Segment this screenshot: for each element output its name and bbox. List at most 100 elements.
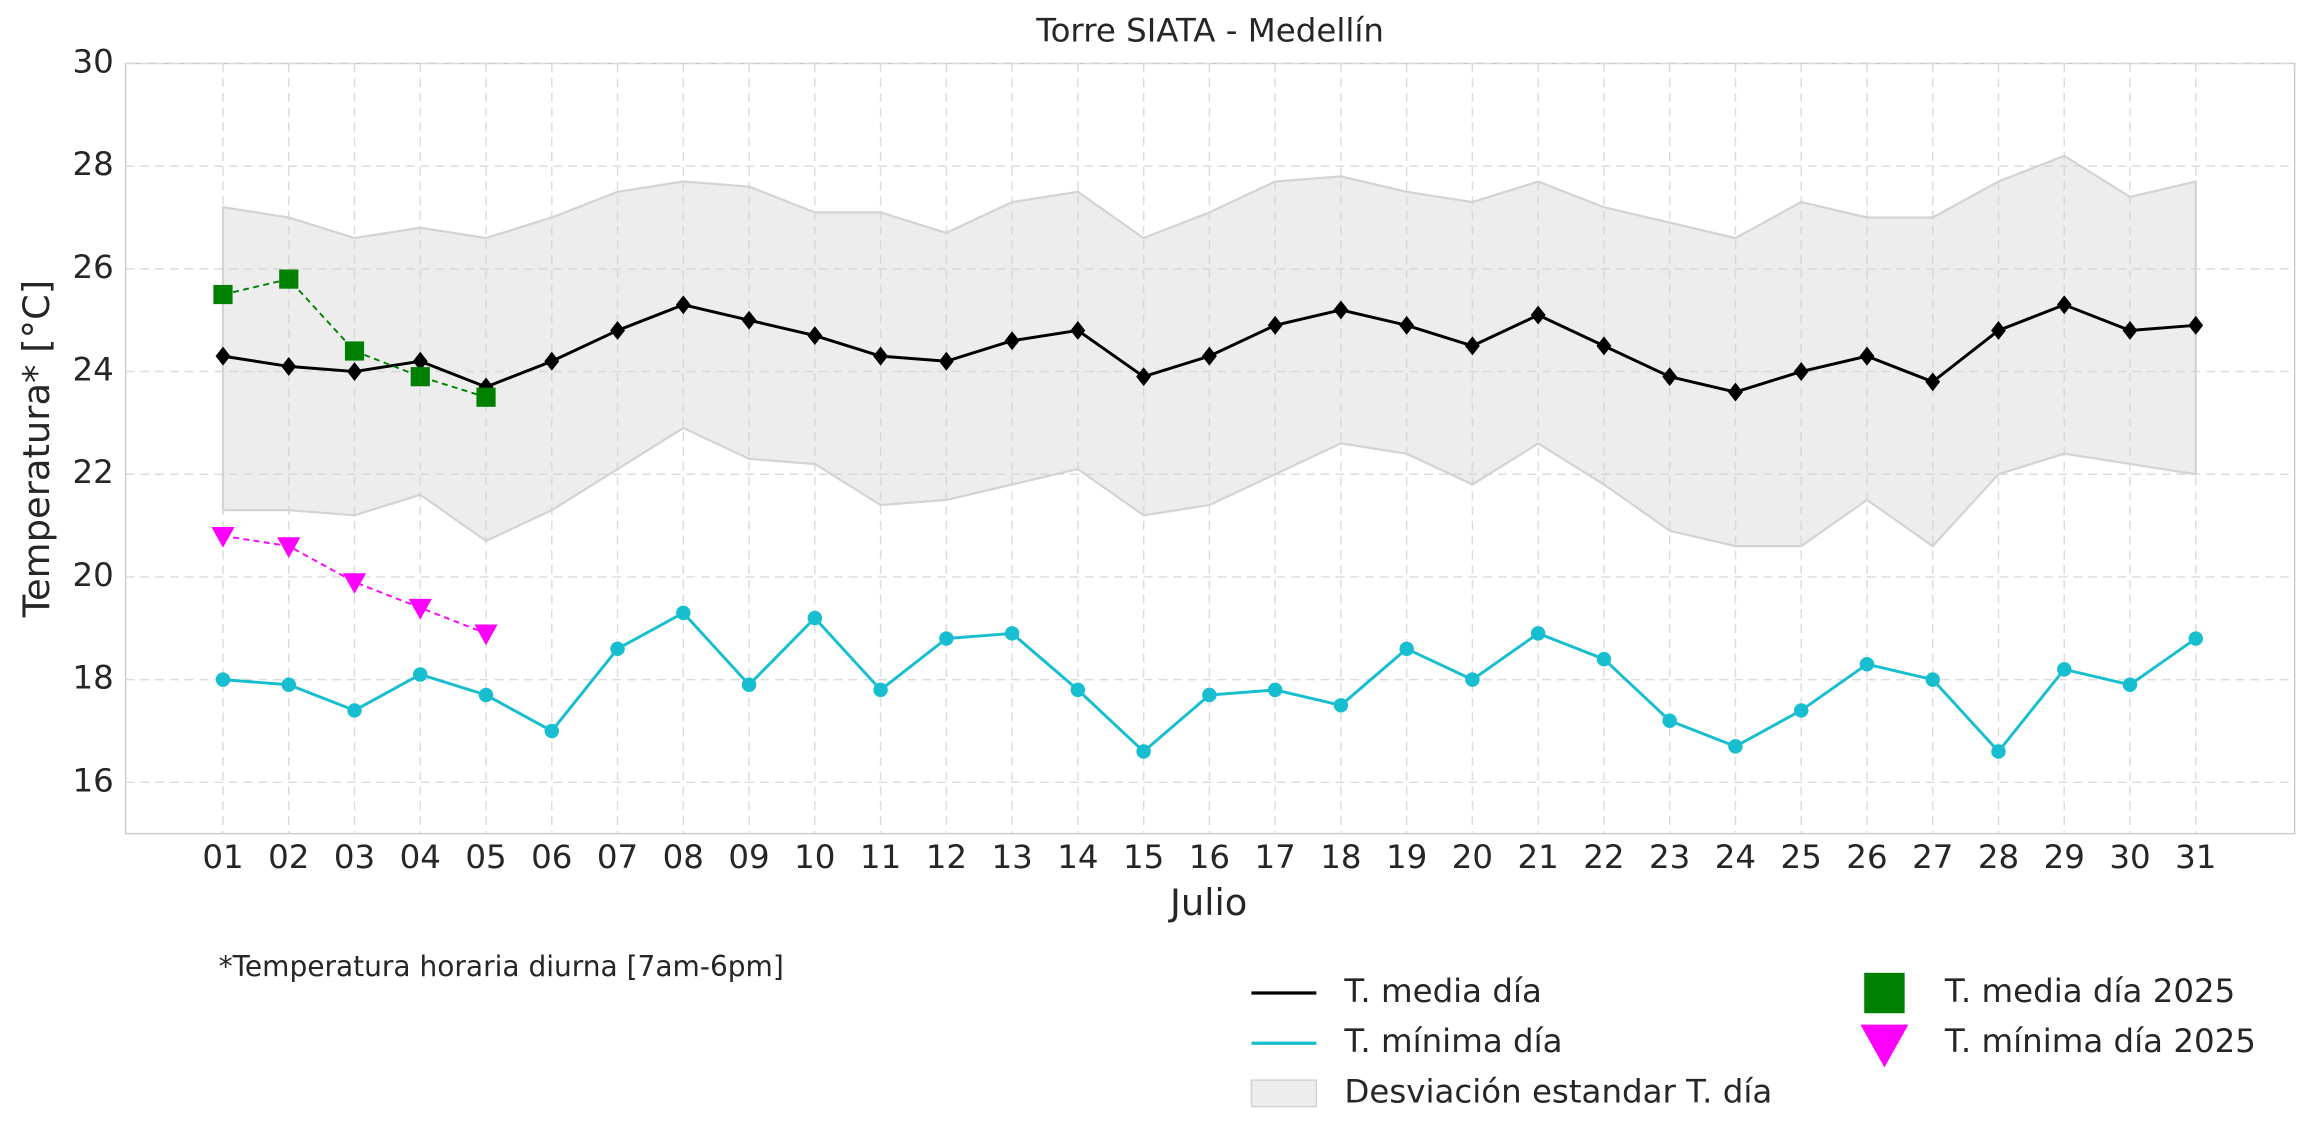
legend-label: Desviación estandar T. día	[1344, 1072, 1772, 1110]
x-tick-label: 08	[663, 838, 704, 876]
data-point	[675, 295, 691, 315]
data-point	[1596, 336, 1612, 356]
data-point	[279, 269, 299, 289]
x-tick-label: 31	[2175, 838, 2216, 876]
data-point	[1859, 346, 1875, 366]
annotation: *Temperatura horaria diurna [7am-6pm]	[219, 950, 784, 983]
data-point	[1333, 698, 1349, 713]
data-point	[347, 362, 362, 381]
data-point	[215, 672, 231, 687]
data-point	[610, 320, 625, 340]
data-point	[215, 346, 231, 366]
data-point	[478, 687, 494, 703]
data-point	[1004, 331, 1020, 351]
data-point	[807, 326, 823, 346]
data-point	[873, 682, 888, 698]
x-tick-label: 03	[334, 838, 375, 876]
data-point	[1662, 367, 1678, 387]
data-point	[277, 537, 301, 558]
x-tick-label: 23	[1649, 838, 1690, 876]
data-point	[1267, 315, 1283, 335]
data-point	[1399, 315, 1415, 335]
data-point	[1859, 656, 1875, 672]
data-point	[1399, 641, 1414, 657]
series-line	[222, 278, 487, 399]
x-tick-label: 01	[202, 838, 243, 876]
data-point	[807, 610, 823, 626]
data-point	[1925, 372, 1941, 392]
data-point	[1728, 739, 1743, 754]
data-point	[676, 605, 691, 621]
y-tick-label: 24	[73, 351, 114, 389]
x-tick-label: 14	[1057, 838, 1098, 876]
x-tick-label: 20	[1452, 838, 1493, 876]
y-tick-label: 30	[73, 42, 114, 80]
series-line	[222, 534, 487, 635]
data-point	[1136, 744, 1151, 759]
x-tick-label: 15	[1123, 838, 1164, 876]
data-point	[281, 677, 296, 692]
legend-swatch	[1250, 1079, 1318, 1108]
data-point	[1991, 744, 2006, 759]
data-point	[281, 356, 297, 376]
x-tick-label: 12	[926, 838, 967, 876]
data-point	[1070, 320, 1086, 340]
x-tick-label: 19	[1386, 838, 1427, 876]
data-point	[474, 624, 498, 646]
x-tick-label: 11	[860, 838, 901, 876]
data-point	[1267, 682, 1283, 698]
data-point	[213, 284, 233, 305]
x-tick-label: 16	[1189, 838, 1230, 876]
data-point	[1793, 703, 1809, 718]
y-tick-label: 18	[73, 659, 114, 697]
data-point	[873, 346, 889, 366]
x-tick-label: 17	[1254, 838, 1295, 876]
x-tick-label: 26	[1846, 838, 1887, 876]
x-tick-label: 13	[991, 838, 1032, 876]
data-point	[610, 641, 625, 657]
data-point	[741, 677, 757, 692]
x-tick-label: 27	[1912, 838, 1953, 876]
x-tick-label: 28	[1978, 838, 2019, 876]
x-tick-label: 02	[268, 838, 309, 876]
legend-label: T. mínima día 2025	[1944, 1022, 2256, 1060]
chart-title: Torre SIATA - Medellín	[1035, 11, 1384, 49]
data-point	[544, 723, 560, 739]
data-point	[1991, 320, 2006, 340]
x-tick-label: 04	[400, 838, 441, 876]
data-point	[2122, 677, 2138, 692]
data-point	[1596, 651, 1612, 667]
data-point	[1530, 626, 1546, 641]
data-point	[1728, 382, 1743, 402]
data-point	[347, 703, 362, 718]
x-axis-label: Julio	[1168, 881, 1247, 924]
x-tick-label: 05	[465, 838, 506, 876]
data-point	[741, 310, 757, 330]
y-axis-label: Temperatura* [°C]	[15, 280, 58, 618]
data-point	[1202, 687, 1217, 703]
data-point	[342, 573, 367, 594]
x-tick-label: 18	[1320, 838, 1361, 876]
data-point	[408, 598, 432, 620]
data-point	[1662, 713, 1677, 728]
y-tick-label: 26	[73, 248, 114, 286]
data-point	[1004, 626, 1020, 641]
legend-marker	[1864, 972, 1905, 1014]
legend-label: T. media día	[1343, 972, 1542, 1010]
data-point	[413, 667, 428, 682]
x-tick-label: 22	[1583, 838, 1624, 876]
x-tick-label: 30	[2109, 838, 2150, 876]
x-tick-label: 10	[794, 838, 835, 876]
data-point	[1465, 672, 1480, 687]
x-tick-label: 24	[1715, 838, 1756, 876]
y-tick-label: 22	[73, 453, 114, 491]
x-tick-label: 07	[597, 838, 638, 876]
y-tick-label: 28	[73, 145, 114, 183]
x-tick-label: 09	[728, 838, 769, 876]
legend-label: T. mínima día	[1343, 1022, 1562, 1060]
y-tick-label: 16	[73, 761, 114, 799]
legend-label: T. media día 2025	[1944, 972, 2235, 1010]
data-point	[2057, 662, 2072, 677]
data-point	[544, 351, 560, 371]
data-point	[1136, 367, 1152, 387]
